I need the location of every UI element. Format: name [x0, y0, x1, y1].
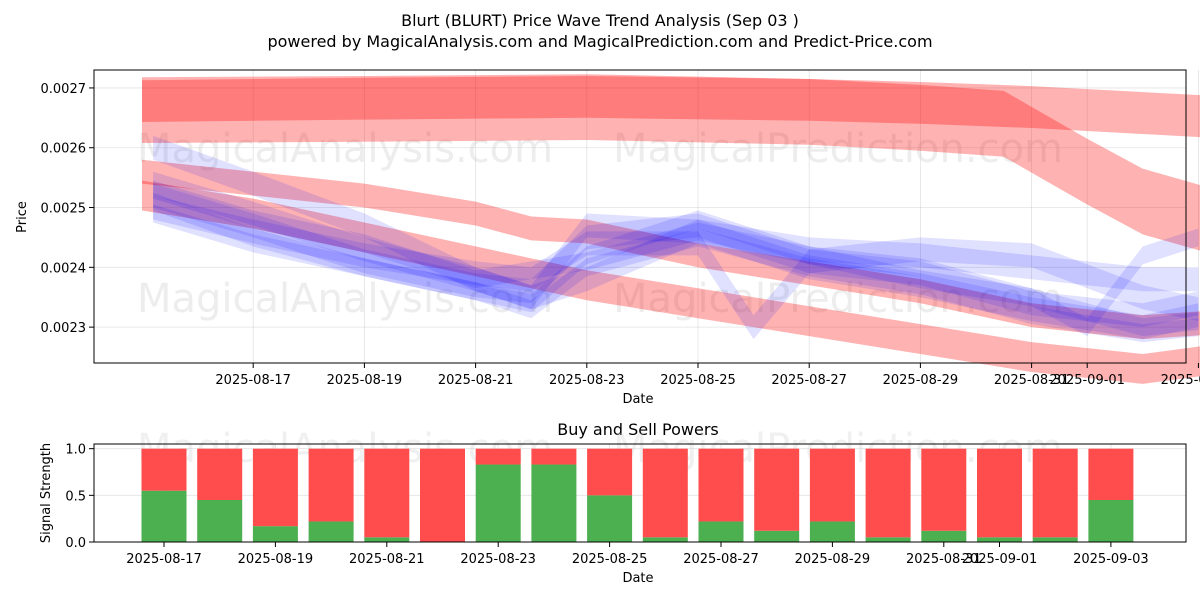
buy-bar	[921, 530, 967, 542]
power-x-tick-label: 2025-08-29	[795, 552, 871, 567]
buy-bar	[308, 521, 354, 542]
price-y-tick-label: 0.0025	[41, 202, 87, 217]
buy-bar	[809, 521, 855, 542]
power-y-ticks: 0.0 0.5 1.0	[65, 443, 94, 551]
blue-wave-band	[153, 135, 1199, 310]
sell-bar	[865, 448, 911, 538]
sell-bar	[531, 448, 577, 465]
buy-bar	[698, 521, 744, 542]
red-wave-band	[142, 180, 1200, 384]
power-x-tick-label: 2025-08-21	[349, 552, 425, 567]
power-x-tick-label: 2025-08-17	[126, 552, 202, 567]
buy-bar	[364, 537, 410, 542]
sell-bar	[197, 448, 243, 500]
price-x-tick-label: 2025-08-29	[883, 373, 959, 388]
power-bars	[141, 448, 1134, 542]
sell-bar	[364, 448, 410, 538]
power-x-tick-label: 2025-08-23	[460, 552, 536, 567]
blue-wave-band	[153, 183, 1199, 328]
sell-bar	[977, 448, 1022, 538]
sell-bar	[587, 448, 633, 496]
price-bands	[142, 74, 1200, 384]
sell-bar	[308, 448, 354, 522]
buy-bar	[865, 537, 911, 542]
power-x-tick-label: 2025-09-03	[1073, 552, 1149, 567]
sell-bar	[252, 448, 298, 527]
buy-bar	[1032, 537, 1078, 542]
buy-bar	[141, 490, 187, 542]
power-x-tick-label: 2025-08-27	[683, 552, 759, 567]
price-x-ticks: 2025-08-17 2025-08-19 2025-08-21 2025-08-23…	[215, 363, 1200, 388]
sell-bar	[809, 448, 855, 522]
watermark-prediction-bottom: MagicalPrediction.com	[613, 276, 1063, 322]
red-wave-band	[142, 76, 1200, 138]
price-x-tick-label: 2025-08-27	[771, 373, 847, 388]
price-x-tick-label: 2025-08-31	[994, 373, 1070, 388]
price-axes-frame	[93, 69, 1187, 364]
watermark-analysis-bottom: MagicalAnalysis.com	[137, 276, 553, 322]
price-x-label: Date	[622, 392, 653, 407]
price-x-tick-label: 2025-09-01	[1049, 373, 1125, 388]
blue-wave-band	[153, 180, 1199, 337]
figure-subtitle: powered by MagicalAnalysis.com and Magic…	[267, 32, 932, 51]
price-watermarks: MagicalAnalysis.com MagicalPrediction.co…	[137, 126, 1063, 322]
price-x-tick-label: 2025-08-17	[215, 373, 291, 388]
power-y-label: Signal Strength	[39, 443, 54, 543]
red-wave-band	[142, 159, 1200, 340]
price-x-tick-label: 2025-08-23	[549, 373, 625, 388]
sell-bar	[1088, 448, 1134, 500]
buy-bar	[252, 526, 298, 542]
buy-bar	[475, 464, 521, 542]
power-y-tick-label: 0.0	[65, 536, 86, 551]
red-wave-band	[142, 74, 1200, 251]
buy-bar	[754, 530, 800, 542]
sell-bar	[1032, 448, 1078, 538]
watermark-analysis-top: MagicalAnalysis.com	[137, 126, 553, 172]
power-y-tick-label: 1.0	[65, 443, 86, 458]
price-grid	[94, 70, 1199, 363]
blue-wave-band	[153, 192, 1199, 337]
sell-bar	[475, 448, 521, 465]
figure-title: Blurt (BLURT) Price Wave Trend Analysis …	[401, 11, 799, 30]
price-y-tick-label: 0.0024	[41, 261, 87, 276]
sell-bar	[921, 448, 967, 531]
price-x-tick-label: 2025-08-19	[327, 373, 403, 388]
power-x-tick-label: 2025-09-01	[962, 552, 1038, 567]
price-x-tick-label: 2025-08-21	[438, 373, 514, 388]
sell-bar	[698, 448, 744, 522]
sell-bar	[420, 448, 465, 542]
power-x-tick-label: 2025-08-31	[906, 552, 982, 567]
power-x-tick-label: 2025-08-25	[572, 552, 648, 567]
price-y-ticks: 0.0023 0.0024 0.0025 0.0026 0.0027	[41, 82, 94, 336]
price-y-label: Price	[15, 201, 30, 233]
buy-bar	[531, 464, 577, 542]
power-axes-frame	[93, 443, 1187, 543]
buy-bar	[1088, 500, 1134, 542]
power-x-ticks: 2025-08-17 2025-08-19 2025-08-21 2025-08-23…	[126, 542, 1149, 567]
power-title: Buy and Sell Powers	[557, 420, 719, 439]
price-y-tick-label: 0.0023	[41, 321, 87, 336]
buy-bar	[197, 500, 243, 542]
buy-bar	[977, 537, 1022, 542]
power-chart: Buy and Sell Powers MagicalAnalysis.com …	[39, 420, 1187, 586]
sell-bar	[141, 448, 187, 491]
buy-bar	[642, 537, 688, 542]
sell-bar	[642, 448, 688, 538]
price-y-tick-label: 0.0026	[41, 142, 87, 157]
price-x-tick-label: 2025-08-25	[660, 373, 736, 388]
price-x-tick-label: 2025-09-03	[1161, 373, 1200, 388]
blue-wave-band	[153, 204, 1199, 343]
sell-bar	[754, 448, 800, 531]
blue-wave-band	[153, 171, 1199, 340]
buy-bar	[587, 495, 633, 542]
power-x-tick-label: 2025-08-19	[238, 552, 314, 567]
price-y-tick-label: 0.0027	[41, 82, 87, 97]
watermark-prediction-top: MagicalPrediction.com	[613, 126, 1063, 172]
price-chart: MagicalAnalysis.com MagicalPrediction.co…	[15, 69, 1200, 407]
power-y-tick-label: 0.5	[65, 489, 86, 504]
power-x-label: Date	[622, 571, 653, 586]
